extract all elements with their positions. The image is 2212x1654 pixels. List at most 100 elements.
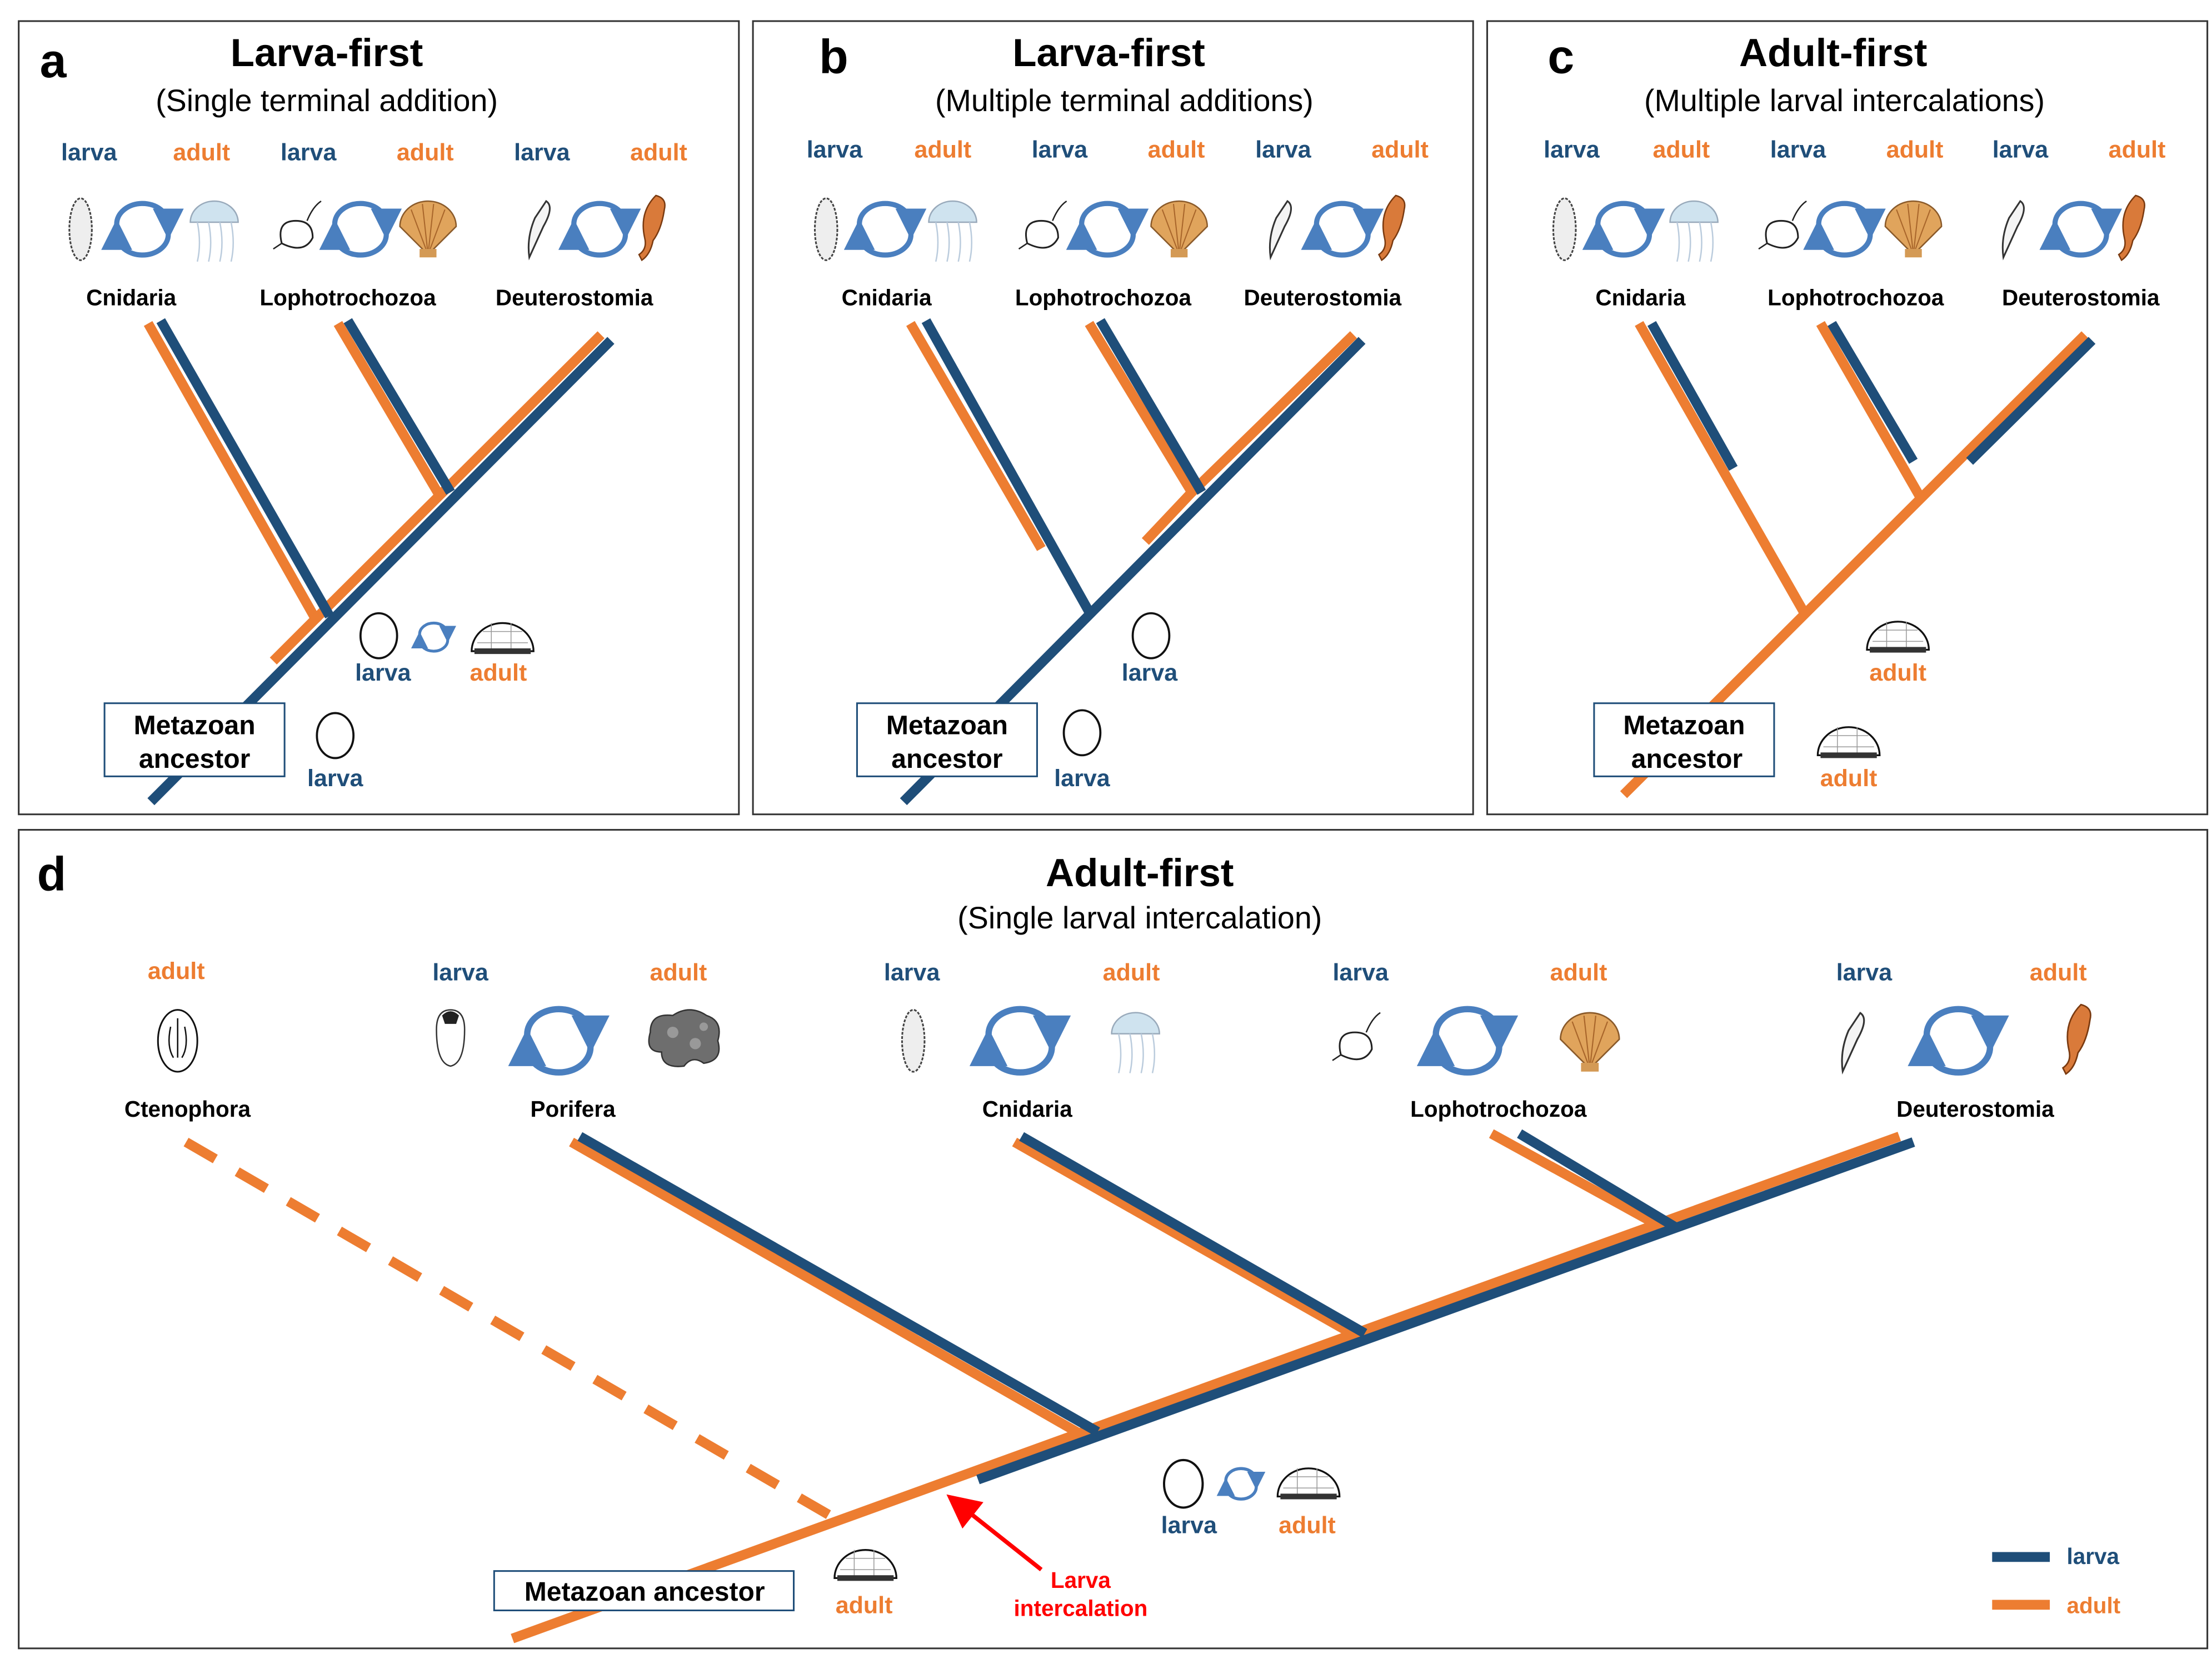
larva-label: larva: [1161, 1512, 1218, 1538]
larva-label: larva: [1544, 137, 1600, 163]
larva-label: larva: [514, 139, 571, 166]
ancestor-label: Metazoan: [134, 710, 256, 740]
acorn-worm-icon: [2118, 194, 2145, 261]
larva-branch: [976, 1137, 1915, 1485]
life-cycle-arrows-icon: [1598, 203, 1650, 255]
life-cycle-arrows-icon: [420, 623, 448, 651]
sponge-larva-icon: [436, 1009, 466, 1067]
adult-label: adult: [836, 1592, 893, 1619]
taxon-label: Lophotrochozoa: [1410, 1096, 1587, 1122]
dipleurula-larva-icon: [1269, 200, 1292, 258]
ancestor-label: Metazoan ancestor: [525, 1577, 765, 1607]
adult-label: adult: [1869, 659, 1926, 686]
adult-branch: [1085, 321, 1198, 545]
adult-branch: [312, 331, 605, 623]
adult-icon: [471, 622, 535, 655]
planula-larva-icon: [901, 1009, 926, 1073]
larva-branch: [921, 318, 1093, 614]
larva-label: larva: [884, 959, 941, 986]
adult-branch: [1012, 1137, 1359, 1341]
larva-branch: [1019, 1132, 1367, 1338]
scallop-icon: [1150, 200, 1209, 258]
adult-branch: [1188, 331, 1357, 496]
panel-title: Adult-first: [1739, 31, 1928, 75]
panel-subtitle: (Multiple larval intercalations): [1644, 83, 2045, 118]
ancestor-box: [103, 702, 286, 777]
adult-label: adult: [470, 659, 527, 686]
adult-branch: [1635, 321, 1808, 614]
jellyfish-icon: [189, 200, 239, 263]
adult-label: adult: [1148, 137, 1205, 163]
dipleurula-larva-icon: [527, 200, 551, 258]
life-cycle-arrows-icon: [117, 203, 168, 255]
taxon-label: Deuterostomia: [1244, 284, 1402, 310]
life-cycle-arrows-icon: [1316, 203, 1368, 255]
stage-labels: adult larva adult larva adult larva adul…: [148, 958, 2087, 986]
taxon-label: Deuterostomia: [2002, 284, 2160, 310]
ctenophore-icon: [157, 1009, 198, 1073]
legend-adult-label: adult: [2066, 1593, 2120, 1618]
larva-icon: [1062, 709, 1102, 757]
larva-label: larva: [432, 959, 489, 986]
life-cycle-arrows-icon: [527, 1009, 591, 1072]
larva-label: larva: [1054, 765, 1111, 792]
taxon-label: Deuterostomia: [1896, 1096, 2054, 1122]
adult-label: adult: [630, 139, 687, 166]
taxon-label: Lophotrochozoa: [1767, 284, 1944, 310]
larva-label: larva: [1770, 137, 1827, 163]
intercalation-label: intercalation: [1014, 1596, 1148, 1621]
larva-icon: [1164, 1460, 1202, 1508]
adult-icon: [1866, 621, 1930, 654]
adult-branch: [143, 321, 322, 665]
adult-label: adult: [1652, 137, 1710, 163]
adult-icon: [1816, 726, 1881, 759]
taxon-label: Porifera: [531, 1096, 616, 1122]
adult-icon: [833, 1549, 897, 1582]
panel-letter: a: [40, 34, 67, 88]
ancestor-label: ancestor: [891, 744, 1002, 774]
legend-larva-label: larva: [2066, 1543, 2119, 1569]
adult-label: adult: [1886, 137, 1944, 163]
panel-subtitle: (Single larval intercalation): [957, 901, 1322, 935]
ancestor-label: Metazoan: [1623, 710, 1745, 740]
larva-label: larva: [807, 137, 863, 163]
scallop-icon: [1884, 200, 1943, 258]
adult-label: adult: [1371, 137, 1429, 163]
taxon-label: Cnidaria: [982, 1096, 1073, 1122]
larva-branch: [1647, 321, 1738, 471]
acorn-worm-icon: [2062, 1003, 2091, 1075]
stage-labels: larva adult larva adult larva adult: [1544, 137, 2165, 163]
scallop-icon: [399, 200, 457, 258]
panel-frame: [1486, 20, 2209, 816]
adult-branch: [906, 321, 1046, 551]
dipleurula-larva-icon: [1841, 1012, 1865, 1073]
adult-branch-dashed: [183, 1137, 838, 1523]
trochophore-larva-icon: [272, 200, 322, 250]
larva-icon: [359, 612, 398, 659]
panel-title: Larva-first: [1012, 31, 1205, 75]
taxon-label: Ctenophora: [124, 1096, 251, 1122]
taxon-label: Deuterostomia: [496, 284, 653, 310]
panel-letter: c: [1547, 31, 1574, 84]
ancestor-box: [856, 702, 1038, 777]
jellyfish-icon: [928, 200, 977, 263]
life-cycle-arrows-icon: [860, 203, 911, 255]
tree: [183, 1129, 1915, 1643]
panel-d: d Adult-first (Single larval intercalati…: [18, 829, 2209, 1650]
jellyfish-icon: [1111, 1012, 1160, 1074]
larva-icon: [1131, 612, 1171, 659]
adult-label: adult: [2030, 959, 2087, 986]
adult-label: adult: [1820, 765, 1878, 792]
larva-branch: [1827, 321, 1918, 464]
larva-label: larva: [1993, 137, 2049, 163]
taxon-label: Cnidaria: [842, 284, 932, 310]
larva-branch: [577, 1132, 1100, 1436]
life-cycle-arrows-icon: [1226, 1468, 1256, 1499]
intercalation-label: Larva: [1051, 1567, 1111, 1593]
jellyfish-icon: [1669, 200, 1719, 263]
adult-branch: [569, 1137, 1089, 1442]
ancestor-label: ancestor: [1631, 744, 1742, 774]
larva-branch: [343, 318, 455, 495]
larva-label: larva: [1255, 137, 1312, 163]
taxon-label: Cnidaria: [1595, 284, 1686, 310]
